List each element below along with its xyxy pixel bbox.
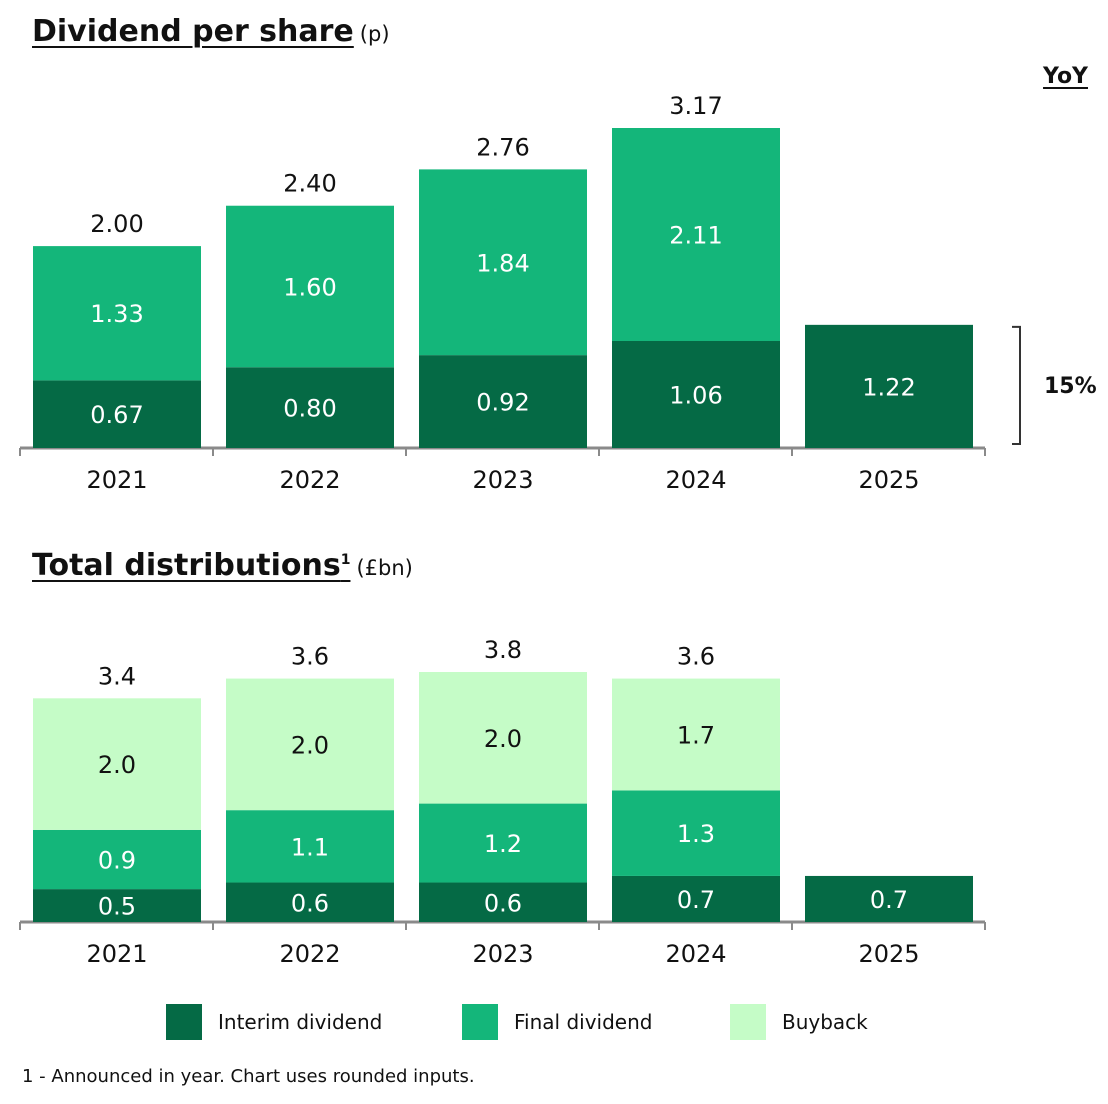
dividend-per-share-chart: 0.67 1.33 2.00 2021 0.80 1.60 2.40 2022 0.92 1.84…	[19, 92, 1021, 494]
data-label-final-2021: 0.9	[98, 847, 136, 875]
total-label-2022: 3.6	[291, 643, 329, 671]
data-label-interim-2021: 0.67	[90, 401, 143, 429]
distributions-title-unit: (£bn)	[356, 556, 413, 580]
bar-buyback-2023	[419, 672, 587, 804]
footnote: 1 - Announced in year. Chart uses rounde…	[22, 1066, 475, 1087]
data-label-buyback-2023: 2.0	[484, 725, 522, 753]
bar-interim-2023	[419, 882, 587, 922]
legend-label-buyback: Buyback	[782, 1010, 868, 1034]
bar-final-2024	[612, 790, 780, 876]
data-label-final-2023: 1.84	[476, 249, 529, 277]
bar-final-2022	[226, 810, 394, 883]
x-tick-label-2022: 2022	[279, 940, 340, 968]
legend-item-final: Final dividend	[462, 1004, 652, 1040]
legend-swatch-final	[462, 1004, 498, 1040]
bar-interim-2025	[805, 875, 973, 922]
total-label-2023: 3.8	[484, 636, 522, 664]
distributions-chart-title: Total distributions1 (£bn)	[32, 548, 413, 583]
data-label-interim-2022: 0.6	[291, 889, 329, 917]
bar-interim-2024	[612, 875, 780, 922]
data-label-buyback-2022: 2.0	[291, 731, 329, 759]
bar-interim-2022	[226, 882, 394, 922]
x-tick-label-2022: 2022	[279, 466, 340, 494]
dividend-title-text: Dividend per share	[32, 14, 354, 49]
bar-buyback-2022	[226, 678, 394, 811]
bar-buyback-2024	[612, 678, 780, 791]
total-distributions-chart: 0.5 0.9 2.0 3.4 2021 0.6 1.1 2.0 3.6 2022 0.6 1.2 2.…	[19, 636, 986, 968]
yoy-bracket	[1012, 325, 1021, 445]
x-tick-label-2024: 2024	[665, 466, 726, 494]
distributions-title-text: Total distributions1	[32, 548, 350, 583]
x-tick-label-2021: 2021	[86, 466, 147, 494]
total-label-2024: 3.17	[669, 92, 722, 120]
data-label-interim-2025: 0.7	[870, 886, 908, 914]
bar-interim-2022	[226, 367, 394, 448]
data-label-final-2024: 2.11	[669, 221, 722, 249]
data-label-interim-2024: 0.7	[677, 886, 715, 914]
data-label-final-2022: 1.1	[291, 833, 329, 861]
total-label-2022: 2.40	[283, 170, 336, 198]
dividend-chart-title: Dividend per share (p)	[32, 14, 390, 49]
data-label-interim-2023: 0.6	[484, 889, 522, 917]
data-label-final-2022: 1.60	[283, 273, 336, 301]
bar-final-2023	[419, 169, 587, 356]
dividend-title-unit: (p)	[359, 22, 390, 46]
data-label-interim-2024: 1.06	[669, 381, 722, 409]
legend-swatch-buyback	[730, 1004, 766, 1040]
bar-buyback-2021	[33, 698, 201, 830]
data-label-interim-2023: 0.92	[476, 389, 529, 417]
legend-label-interim: Interim dividend	[218, 1010, 383, 1034]
total-label-2021: 3.4	[98, 662, 136, 690]
legend-item-buyback: Buyback	[730, 1004, 868, 1040]
legend: Interim dividend Final dividend Buyback	[0, 1004, 1108, 1044]
total-label-2023: 2.76	[476, 133, 529, 161]
bar-final-2024	[612, 128, 780, 341]
bar-interim-2021	[33, 380, 201, 448]
data-label-final-2023: 1.2	[484, 830, 522, 858]
data-label-buyback-2021: 2.0	[98, 751, 136, 779]
bar-final-2021	[33, 829, 201, 890]
data-label-final-2021: 1.33	[90, 300, 143, 328]
bar-final-2021	[33, 246, 201, 381]
bar-final-2022	[226, 205, 394, 368]
data-label-final-2024: 1.3	[677, 820, 715, 848]
bar-interim-2021	[33, 889, 201, 922]
data-label-interim-2021: 0.5	[98, 893, 136, 921]
data-label-buyback-2024: 1.7	[677, 722, 715, 750]
legend-item-interim: Interim dividend	[166, 1004, 382, 1040]
bar-interim-2024	[612, 340, 780, 448]
yoy-value: 15%	[1044, 374, 1097, 399]
total-label-2021: 2.00	[90, 210, 143, 238]
x-tick-label-2025: 2025	[858, 940, 919, 968]
bar-interim-2025	[805, 324, 973, 448]
x-tick-label-2024: 2024	[665, 940, 726, 968]
legend-label-final: Final dividend	[514, 1010, 653, 1034]
distributions-title-footnote-mark: 1	[340, 552, 351, 568]
x-tick-label-2021: 2021	[86, 940, 147, 968]
x-tick-label-2023: 2023	[472, 466, 533, 494]
total-label-2024: 3.6	[677, 643, 715, 671]
x-tick-label-2023: 2023	[472, 940, 533, 968]
x-tick-label-2025: 2025	[858, 466, 919, 494]
distributions-title-label: Total distributions	[32, 548, 341, 583]
bar-final-2023	[419, 803, 587, 883]
data-label-interim-2022: 0.80	[283, 395, 336, 423]
data-label-interim-2025: 1.22	[862, 373, 915, 401]
bar-interim-2023	[419, 355, 587, 448]
legend-swatch-interim	[166, 1004, 202, 1040]
yoy-label: YoY	[1043, 64, 1088, 89]
